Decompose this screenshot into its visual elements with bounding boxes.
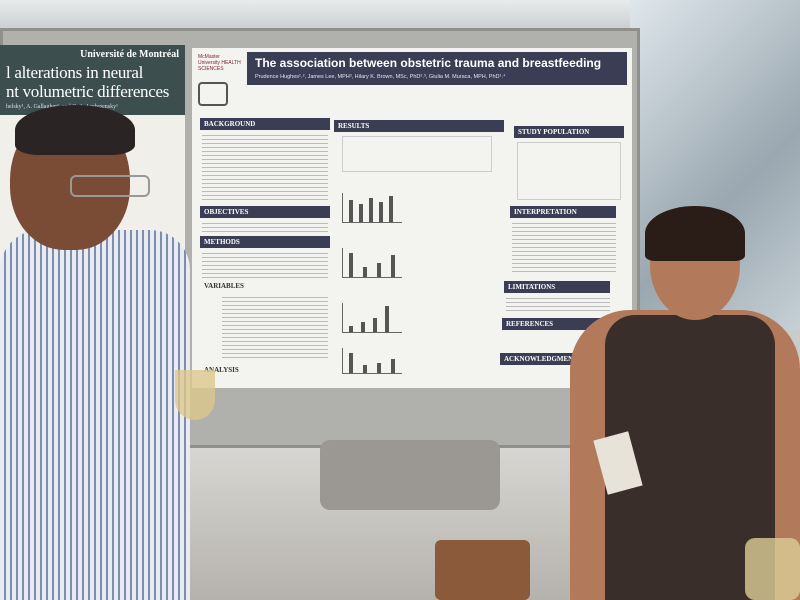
section-interpretation: INTERPRETATION	[510, 206, 616, 218]
left-poster-title-1: l alterations in neural	[6, 63, 144, 82]
mcmaster-logo: McMaster University HEALTH SCIENCES	[198, 54, 242, 106]
left-poster-title-2: nt volumetric differences	[6, 82, 170, 101]
woman-hair	[645, 206, 745, 261]
results-chart-4	[342, 348, 402, 374]
university-logo: Université de Montréal	[80, 49, 179, 60]
section-objectives: OBJECTIVES	[200, 206, 330, 218]
section-limitations: LIMITATIONS	[504, 281, 610, 293]
study-population-flowchart	[517, 142, 621, 200]
results-table	[342, 136, 492, 172]
man-head	[10, 105, 150, 250]
main-poster: McMaster University HEALTH SCIENCES The …	[192, 48, 632, 388]
bag	[435, 540, 530, 600]
woman-head	[645, 206, 745, 320]
glasses	[70, 175, 150, 197]
results-chart-1	[342, 193, 402, 223]
poster-authors: Prudence Hughes¹˒², James Lee, MPH³, Hil…	[255, 74, 506, 80]
mcmaster-logo-text: McMaster University HEALTH SCIENCES	[198, 54, 241, 72]
chart-magnifier-icon	[198, 82, 228, 106]
section-analysis: ANALYSIS	[204, 366, 239, 374]
wine-glass-2	[745, 538, 800, 600]
chair	[320, 440, 500, 510]
section-references: REFERENCES	[502, 318, 608, 330]
striped-shirt	[0, 230, 190, 600]
poster-header: The association between obstetric trauma…	[247, 52, 627, 85]
objectives-text	[202, 220, 328, 232]
section-results: RESULTS	[334, 120, 504, 132]
poster-title: The association between obstetric trauma…	[255, 56, 602, 70]
man-hair	[15, 105, 135, 155]
results-chart-3	[342, 303, 402, 333]
section-study-population: STUDY POPULATION	[514, 126, 624, 138]
section-methods: METHODS	[200, 236, 330, 248]
background-text	[202, 132, 328, 200]
results-chart-2	[342, 248, 402, 278]
interpretation-text	[512, 220, 616, 274]
man	[0, 105, 190, 600]
methods-text	[202, 250, 328, 278]
section-variables: VARIABLES	[204, 282, 244, 290]
left-poster-header: Université de Montréal l alterations in …	[0, 45, 185, 115]
limitations-text	[506, 295, 610, 313]
variables-text	[222, 294, 328, 360]
wine-glass	[175, 370, 215, 420]
section-background: BACKGROUND	[200, 118, 330, 130]
